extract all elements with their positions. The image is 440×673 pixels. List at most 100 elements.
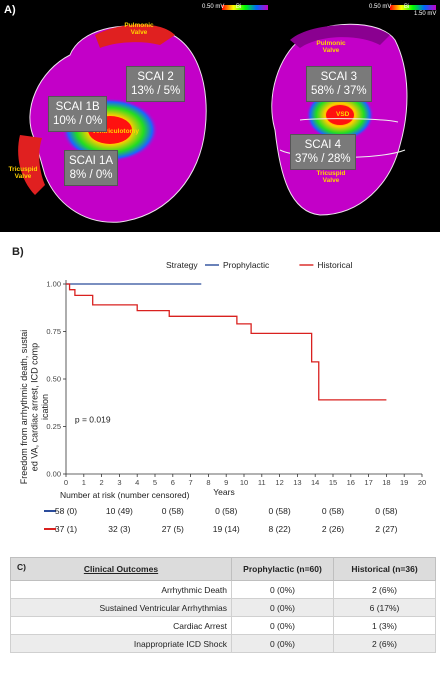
color-scale-left	[222, 5, 268, 10]
x-tick-label: 16	[347, 478, 355, 487]
outcome-cell: Arrhythmic Death	[10, 580, 232, 599]
outcome-cell: Sustained Ventricular Arrhythmias	[10, 598, 232, 617]
x-tick-label: 6	[171, 478, 175, 487]
header-historical: Historical (n=36)	[333, 557, 436, 581]
km-plot-svg: Strategy Prophylactic Historical 0.00 0.25 0…	[19, 260, 426, 534]
scai-3-value: 58% / 37%	[311, 85, 367, 97]
x-tick-label: 14	[311, 478, 319, 487]
legend-title: Strategy	[166, 260, 198, 270]
km-plot-area: 0.000.250.500.751.000 1 2 3 4 5 6 7 8 9 10 11 12 13 14…	[19, 280, 426, 498]
historical-cell: 1 (3%)	[333, 616, 436, 635]
ventriculotomy-label: Ventriculotomy	[92, 128, 139, 135]
prophylactic-cell: 0 (0%)	[231, 598, 334, 617]
scai-4-box: SCAI 4 37% / 28%	[290, 134, 356, 170]
table-row: Inappropriate ICD Shock 0 (0%) 2 (6%)	[10, 634, 436, 653]
prophylactic-cell: 0 (0%)	[231, 580, 334, 599]
scale-right-min: 0.50 mV	[369, 4, 392, 10]
table-row: Sustained Ventricular Arrhythmias 0 (0%)…	[10, 598, 436, 617]
x-tick-label: 11	[258, 478, 266, 487]
risk-cell: 19 (14)	[213, 524, 240, 534]
risk-cell: 0 (58)	[162, 506, 184, 516]
scale-left-min: 0.50 mV	[202, 4, 225, 10]
panel-a-voltage-maps: A) 0.50 mV Bi 0.50 mV Bi 1.50 mV Pulmoni…	[0, 0, 440, 232]
scai-3-name: SCAI 3	[320, 71, 358, 83]
y-tick-label: 0.00	[46, 470, 61, 479]
panel-c-outcomes-table: C) Clinical Outcomes Prophylactic (n=60)…	[10, 557, 436, 653]
risk-cell: 32 (3)	[108, 524, 130, 534]
scale-left-tag: Bi	[236, 4, 242, 10]
x-tick-label: 17	[364, 478, 372, 487]
risk-cell: 2 (26)	[322, 524, 344, 534]
scai-3-box: SCAI 3 58% / 37%	[306, 66, 372, 102]
left-tricuspid-scar	[18, 135, 45, 195]
header-clinical-outcomes-label: Clinical Outcomes	[83, 564, 159, 574]
scai-2-value: 13% / 5%	[131, 85, 181, 97]
left-pulmonic-scar	[95, 24, 175, 48]
prophylactic-cell: 0 (0%)	[231, 616, 334, 635]
y-axis-label: Freedom from arrhythmic death, sustaied …	[19, 330, 50, 485]
panel-c-letter: C)	[17, 562, 26, 572]
x-tick-label: 18	[382, 478, 390, 487]
y-tick-label: 0.25	[46, 422, 61, 431]
table-header-row: C) Clinical Outcomes Prophylactic (n=60)…	[10, 557, 436, 581]
x-tick-label: 13	[293, 478, 301, 487]
risk-cell: 0 (58)	[215, 506, 237, 516]
vsd-label: VSD	[336, 111, 350, 118]
scai-4-name: SCAI 4	[304, 139, 342, 151]
risk-cell: 0 (58)	[322, 506, 344, 516]
y-tick-label: 1.00	[46, 280, 61, 289]
legend-entry-prophylactic: Prophylactic	[223, 260, 270, 270]
scai-1a-box: SCAI 1A 8% / 0%	[64, 150, 119, 186]
x-tick-label: 3	[117, 478, 121, 487]
scai-2-box: SCAI 2 13% / 5%	[126, 66, 186, 102]
scale-right-max: 1.50 mV	[414, 11, 437, 17]
scai-1b-name: SCAI 1B	[55, 101, 100, 113]
p-value-annotation: p = 0.019	[75, 415, 111, 425]
x-tick-label: 12	[275, 478, 283, 487]
legend-entry-historical: Historical	[317, 260, 352, 270]
scale-right-tag: Bi	[404, 4, 410, 10]
risk-cell: 0 (58)	[375, 506, 397, 516]
x-tick-label: 15	[329, 478, 337, 487]
risk-cell: 8 (22)	[268, 524, 290, 534]
km-legend: Strategy Prophylactic Historical	[166, 260, 352, 270]
risk-cell: 2 (27)	[375, 524, 397, 534]
risk-table-title: Number at risk (number censored)	[60, 490, 190, 500]
color-scale-right	[390, 5, 436, 10]
risk-cell: 58 (0)	[55, 506, 77, 516]
risk-table: Number at risk (number censored) 58 (0) 10…	[44, 490, 398, 534]
x-tick-label: 5	[153, 478, 157, 487]
risk-cell: 0 (58)	[268, 506, 290, 516]
risk-cell: 27 (5)	[162, 524, 184, 534]
risk-cell: 37 (1)	[55, 524, 77, 534]
x-tick-label: 2	[100, 478, 104, 487]
scai-1b-value: 10% / 0%	[53, 115, 103, 127]
y-tick-label: 0.75	[46, 327, 61, 336]
x-tick-label: 7	[189, 478, 193, 487]
clinical-outcomes-table: C) Clinical Outcomes Prophylactic (n=60)…	[10, 557, 436, 653]
x-tick-label: 19	[400, 478, 408, 487]
scai-2-name: SCAI 2	[137, 71, 174, 83]
x-tick-label: 8	[206, 478, 210, 487]
tricuspid-valve-label-right: Tricuspid Valve	[316, 170, 346, 184]
x-tick-label: 9	[224, 478, 228, 487]
panel-b-letter: B)	[12, 246, 24, 258]
scai-1a-name: SCAI 1A	[69, 155, 114, 167]
risk-cell: 10 (49)	[106, 506, 133, 516]
historical-cell: 2 (6%)	[333, 634, 436, 653]
historical-cell: 6 (17%)	[333, 598, 436, 617]
panel-b-km-chart: B) Strategy Prophylactic Historical 0.00 0.…	[0, 240, 440, 552]
right-pulmonic-region	[290, 24, 390, 48]
panel-a-letter: A)	[4, 4, 16, 16]
scai-1b-box: SCAI 1B 10% / 0%	[48, 96, 108, 132]
scai-1a-value: 8% / 0%	[69, 169, 113, 181]
x-tick-label: 1	[82, 478, 86, 487]
pulmonic-valve-label-right: Pulmonic Valve	[316, 40, 346, 54]
y-tick-label: 0.50	[46, 375, 61, 384]
x-tick-label: 0	[64, 478, 68, 487]
x-axis-label: Years	[213, 487, 234, 497]
x-tick-label: 20	[418, 478, 426, 487]
scai-4-value: 37% / 28%	[295, 153, 351, 165]
x-tick-label: 10	[240, 478, 248, 487]
header-clinical-outcomes: C) Clinical Outcomes	[10, 557, 232, 581]
